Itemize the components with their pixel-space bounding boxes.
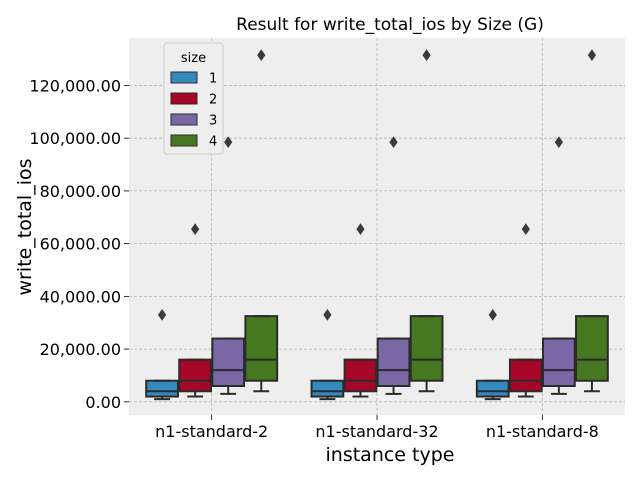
box-4-n1-standard-8 (575, 49, 609, 393)
outlier-point (389, 136, 398, 149)
box-body (178, 358, 213, 393)
box-3-n1-standard-8 (541, 136, 576, 395)
box-body (244, 315, 279, 382)
legend-label-3: 3 (209, 114, 217, 129)
box-4-n1-standard-32 (409, 49, 444, 393)
box-2-n1-standard-8 (508, 223, 543, 398)
box-2-n1-standard-2 (178, 223, 213, 398)
outlier-point (488, 308, 497, 321)
box-2-n1-standard-32 (343, 223, 378, 398)
outlier-point (554, 136, 563, 149)
box-1-n1-standard-32 (310, 308, 345, 401)
box-body (575, 315, 609, 382)
box-4-n1-standard-2 (244, 49, 279, 393)
legend-label-4: 4 (209, 135, 217, 150)
outlier-point (521, 223, 530, 236)
y-tick-label: 40,000.00 (40, 287, 121, 306)
box-body (310, 379, 345, 398)
boxes (145, 49, 609, 401)
outlier-point (323, 308, 332, 321)
box-body (541, 337, 576, 387)
legend-swatch-1 (170, 71, 198, 84)
y-tick-label: 80,000.00 (40, 182, 121, 201)
legend-swatch-4 (170, 134, 198, 147)
chart-title: Result for write_total_ios by Size (G) (236, 15, 544, 35)
outlier-point (224, 136, 233, 149)
box-body (409, 315, 444, 382)
x-axis-ticks: n1-standard-2 n1-standard-32 n1-standard-8 (155, 415, 599, 441)
box-body (343, 358, 378, 393)
x-tick-label: n1-standard-32 (315, 422, 438, 441)
box-1-n1-standard-2 (145, 308, 179, 401)
y-tick-label: 120,000.00 (29, 76, 121, 95)
y-tick-label: 100,000.00 (29, 129, 121, 148)
y-axis-ticks: 0.00 20,000.00 40,000.00 60,000.00 80,000.00… (29, 76, 129, 412)
x-tick-label: n1-standard-2 (155, 422, 268, 441)
box-3-n1-standard-2 (211, 136, 246, 395)
legend-items: 1 2 3 4 (170, 71, 217, 150)
box-1-n1-standard-8 (475, 308, 510, 401)
legend: size 1 2 3 4 (163, 42, 224, 155)
x-axis-title: instance type (326, 444, 455, 466)
legend-swatch-3 (170, 113, 198, 126)
outlier-point (157, 308, 167, 321)
legend-label-2: 2 (209, 93, 217, 108)
y-axis-title: write_total_ios (14, 158, 36, 295)
box-body (376, 337, 411, 387)
legend-title: size (181, 51, 206, 66)
x-tick-label: n1-standard-8 (486, 422, 599, 441)
legend-swatch-2 (170, 92, 198, 105)
outlier-point (356, 223, 365, 236)
y-tick-label: 20,000.00 (40, 340, 121, 359)
outlier-point (587, 49, 597, 62)
box-body (475, 379, 510, 398)
box-body (508, 358, 543, 393)
box-body (211, 337, 246, 387)
outlier-point (257, 49, 266, 62)
box-3-n1-standard-32 (376, 136, 411, 395)
box-body (145, 379, 179, 398)
outlier-point (191, 223, 200, 236)
y-tick-label: 60,000.00 (40, 235, 121, 254)
outlier-point (422, 49, 431, 62)
legend-label-1: 1 (209, 72, 217, 87)
y-tick-label: 0.00 (85, 393, 121, 412)
